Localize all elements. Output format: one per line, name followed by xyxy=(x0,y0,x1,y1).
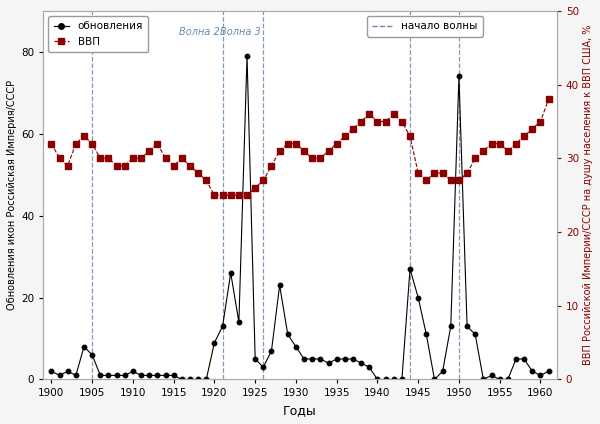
Text: Волна 3: Волна 3 xyxy=(220,27,261,37)
Text: Волна 1: Волна 1 xyxy=(49,27,90,37)
Text: Волна 4: Волна 4 xyxy=(367,27,407,37)
Legend: начало волны: начало волны xyxy=(367,16,483,36)
X-axis label: Годы: Годы xyxy=(283,404,317,417)
Text: Волна 5: Волна 5 xyxy=(416,27,457,37)
Text: Волна 2: Волна 2 xyxy=(179,27,220,37)
Y-axis label: Обновления икон Российская Империя/СССР: Обновления икон Российская Империя/СССР xyxy=(7,80,17,310)
Y-axis label: ВВП Российской Империи/СССР на душу населения к ВВП США, %: ВВП Российской Империи/СССР на душу насе… xyxy=(583,25,593,365)
